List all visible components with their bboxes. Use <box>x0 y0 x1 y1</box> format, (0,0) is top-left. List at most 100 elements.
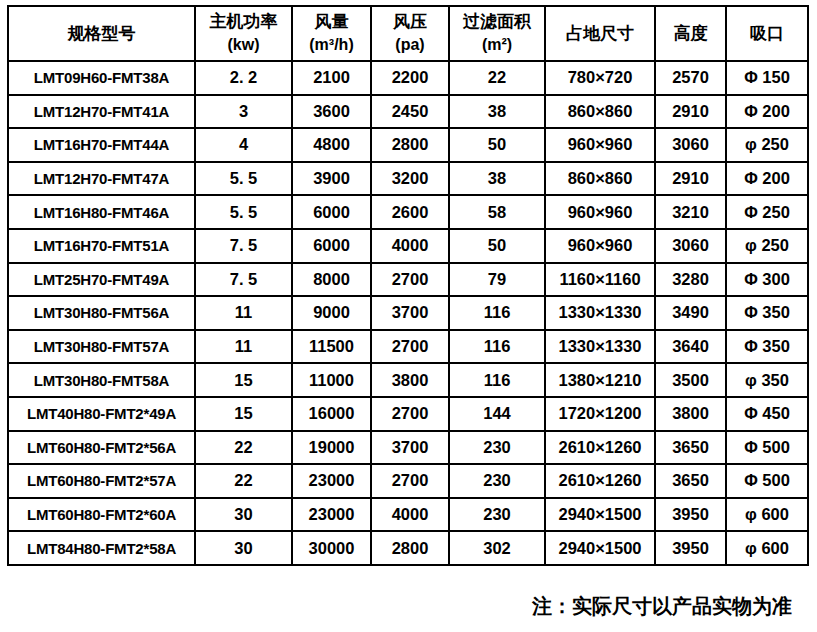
cell-filter-area: 79 <box>449 263 545 297</box>
cell-power: 15 <box>195 363 292 397</box>
cell-filter-area: 50 <box>449 128 545 162</box>
cell-footprint: 1330×1330 <box>545 296 655 330</box>
cell-power: 22 <box>195 431 292 465</box>
cell-model: LMT60H80-FMT2*56A <box>8 431 195 465</box>
table-row: LMT09H60-FMT38A2. 22100220022780×7202570… <box>8 61 808 95</box>
column-header-unit: (m³/h) <box>295 34 368 56</box>
cell-footprint: 2940×1500 <box>545 531 655 565</box>
table-row: LMT30H80-FMT58A151100038001161380×121035… <box>8 363 808 397</box>
cell-power: 5. 5 <box>195 162 292 196</box>
cell-height: 2910 <box>655 162 726 196</box>
cell-inlet: Φ 450 <box>726 397 808 431</box>
column-header-unit: (pa) <box>374 34 446 56</box>
cell-height: 3650 <box>655 431 726 465</box>
table-body: LMT09H60-FMT38A2. 22100220022780×7202570… <box>8 61 808 565</box>
column-header-label: 过滤面积 <box>452 10 542 34</box>
table-row: LMT60H80-FMT2*57A222300027002302610×1260… <box>8 464 808 498</box>
cell-power: 5. 5 <box>195 195 292 229</box>
cell-air-pressure: 2700 <box>371 464 449 498</box>
cell-inlet: φ 250 <box>726 229 808 263</box>
cell-height: 2570 <box>655 61 726 95</box>
cell-model: LMT12H70-FMT41A <box>8 95 195 129</box>
cell-air-volume: 30000 <box>292 531 371 565</box>
column-header-label: 风压 <box>374 10 446 34</box>
cell-footprint: 2610×1260 <box>545 431 655 465</box>
cell-air-pressure: 4000 <box>371 229 449 263</box>
cell-footprint: 960×960 <box>545 128 655 162</box>
column-header-air-volume: 风量(m³/h) <box>292 6 371 61</box>
cell-filter-area: 116 <box>449 330 545 364</box>
cell-air-pressure: 2700 <box>371 330 449 364</box>
cell-model: LMT12H70-FMT47A <box>8 162 195 196</box>
table-row: LMT16H70-FMT51A7. 56000400050960×9603060… <box>8 229 808 263</box>
cell-air-pressure: 3700 <box>371 296 449 330</box>
cell-air-pressure: 2700 <box>371 397 449 431</box>
cell-footprint: 1380×1210 <box>545 363 655 397</box>
table-row: LMT30H80-FMT57A111150027001161330×133036… <box>8 330 808 364</box>
cell-air-volume: 19000 <box>292 431 371 465</box>
cell-air-pressure: 2600 <box>371 195 449 229</box>
cell-inlet: Φ 200 <box>726 95 808 129</box>
cell-air-pressure: 3800 <box>371 363 449 397</box>
column-header-label: 占地尺寸 <box>548 22 652 46</box>
column-header-model: 规格型号 <box>8 6 195 61</box>
cell-height: 3210 <box>655 195 726 229</box>
column-header-label: 规格型号 <box>11 22 192 46</box>
cell-footprint: 860×860 <box>545 95 655 129</box>
column-header-label: 风量 <box>295 10 368 34</box>
table-row: LMT84H80-FMT2*58A303000028003022940×1500… <box>8 531 808 565</box>
cell-model: LMT09H60-FMT38A <box>8 61 195 95</box>
cell-air-volume: 3900 <box>292 162 371 196</box>
table-row: LMT16H80-FMT46A5. 56000260058960×9603210… <box>8 195 808 229</box>
table-row: LMT25H70-FMT49A7. 580002700791160×116032… <box>8 263 808 297</box>
column-header-label: 吸口 <box>729 22 805 46</box>
cell-power: 11 <box>195 330 292 364</box>
cell-power: 15 <box>195 397 292 431</box>
column-header-air-pressure: 风压(pa) <box>371 6 449 61</box>
table-row: LMT60H80-FMT2*56A221900037002302610×1260… <box>8 431 808 465</box>
cell-height: 3950 <box>655 531 726 565</box>
cell-model: LMT30H80-FMT58A <box>8 363 195 397</box>
cell-inlet: Φ 150 <box>726 61 808 95</box>
cell-filter-area: 50 <box>449 229 545 263</box>
cell-footprint: 960×960 <box>545 195 655 229</box>
cell-footprint: 960×960 <box>545 229 655 263</box>
cell-air-volume: 8000 <box>292 263 371 297</box>
cell-footprint: 1720×1200 <box>545 397 655 431</box>
cell-air-volume: 16000 <box>292 397 371 431</box>
cell-air-volume: 3600 <box>292 95 371 129</box>
cell-height: 3800 <box>655 397 726 431</box>
cell-power: 30 <box>195 531 292 565</box>
cell-filter-area: 230 <box>449 498 545 532</box>
cell-height: 3640 <box>655 330 726 364</box>
cell-filter-area: 22 <box>449 61 545 95</box>
cell-air-pressure: 2800 <box>371 128 449 162</box>
cell-air-pressure: 2450 <box>371 95 449 129</box>
cell-filter-area: 144 <box>449 397 545 431</box>
cell-height: 2910 <box>655 95 726 129</box>
cell-filter-area: 230 <box>449 431 545 465</box>
cell-model: LMT40H80-FMT2*49A <box>8 397 195 431</box>
cell-model: LMT16H70-FMT44A <box>8 128 195 162</box>
cell-model: LMT30H80-FMT57A <box>8 330 195 364</box>
cell-air-volume: 9000 <box>292 296 371 330</box>
cell-height: 3950 <box>655 498 726 532</box>
cell-footprint: 780×720 <box>545 61 655 95</box>
cell-inlet: Φ 350 <box>726 296 808 330</box>
column-header-label: 主机功率 <box>198 10 289 34</box>
column-header-filter-area: 过滤面积(m²) <box>449 6 545 61</box>
cell-air-volume: 4800 <box>292 128 371 162</box>
cell-air-volume: 23000 <box>292 498 371 532</box>
table-row: LMT16H70-FMT44A44800280050960×9603060φ 2… <box>8 128 808 162</box>
cell-air-pressure: 3200 <box>371 162 449 196</box>
cell-air-volume: 11000 <box>292 363 371 397</box>
cell-footprint: 2940×1500 <box>545 498 655 532</box>
cell-air-pressure: 2700 <box>371 263 449 297</box>
column-header-label: 高度 <box>658 22 723 46</box>
cell-model: LMT84H80-FMT2*58A <box>8 531 195 565</box>
cell-model: LMT16H70-FMT51A <box>8 229 195 263</box>
cell-inlet: Φ 500 <box>726 431 808 465</box>
cell-model: LMT16H80-FMT46A <box>8 195 195 229</box>
cell-power: 7. 5 <box>195 229 292 263</box>
column-header-inlet: 吸口 <box>726 6 808 61</box>
